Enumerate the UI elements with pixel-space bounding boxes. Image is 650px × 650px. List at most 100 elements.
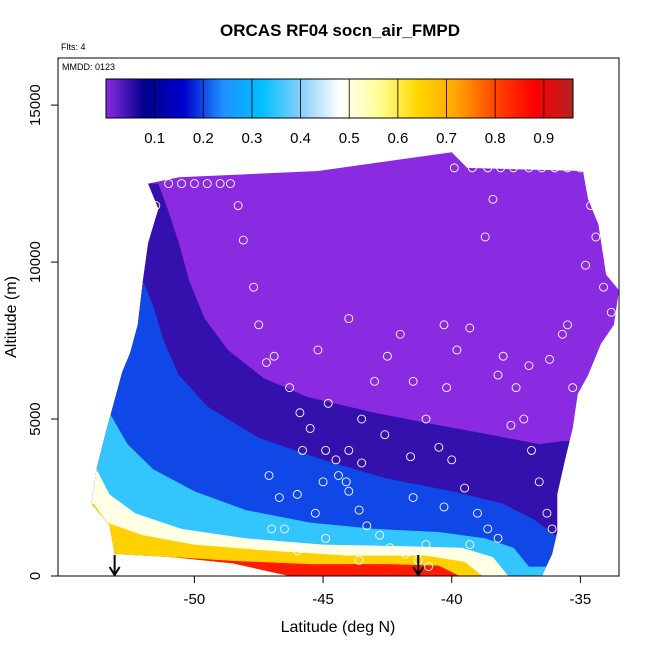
sample-point: [151, 201, 161, 211]
sample-point: [344, 314, 354, 324]
colorbar: 0.1 0.2 0.3 0.4 0.5 0.6 0.7 0.8 0.9: [105, 78, 574, 147]
sample-point: [305, 423, 315, 433]
colorbar-gradient: [105, 78, 574, 119]
sample-point: [408, 376, 418, 386]
sample-point: [439, 502, 449, 512]
sample-point: [362, 521, 372, 531]
sample-point: [233, 201, 243, 211]
colorbar-tick-label: 0.6: [387, 130, 408, 147]
sample-point: [334, 471, 343, 480]
sample-point: [557, 329, 567, 339]
colorbar-tick-label: 0.1: [144, 130, 165, 147]
sample-point: [524, 163, 534, 173]
sample-point: [310, 508, 320, 518]
sample-point: [215, 179, 225, 189]
sample-point: [189, 179, 199, 189]
y-tick-label: 15000: [27, 84, 44, 126]
sample-point: [506, 420, 516, 430]
sample-point: [547, 524, 557, 534]
sample-point: [483, 163, 493, 173]
sample-point: [519, 414, 529, 424]
marker-arrow-head: [108, 566, 121, 576]
sample-point: [575, 163, 585, 173]
sample-point: [465, 323, 475, 333]
colorbar-tick-label: 0.2: [193, 130, 214, 147]
sample-point: [467, 163, 477, 173]
sample-point: [524, 361, 534, 371]
sample-point: [285, 383, 295, 393]
sample-point: [424, 562, 434, 572]
sample-point: [298, 445, 307, 455]
y-tick-label: 5000: [27, 402, 44, 435]
sample-point: [344, 486, 354, 496]
marker-arrow-head: [412, 566, 425, 576]
sample-point: [586, 201, 596, 211]
x-axis: -50 -45 -40 -35: [184, 576, 592, 608]
sample-point: [261, 358, 271, 367]
y-axis: 0 5000 10000 15000: [27, 84, 58, 580]
sample-point: [563, 163, 572, 173]
colorbar-tick-label: 0.3: [242, 130, 263, 147]
y-tick-label: 10000: [27, 241, 44, 283]
sample-point: [550, 555, 560, 565]
sample-point: [267, 524, 277, 534]
sample-point: [321, 445, 331, 455]
sample-point: [480, 232, 490, 242]
colorbar-tick-label: 0.9: [533, 130, 554, 147]
contour-band: [91, 503, 619, 576]
sample-point: [421, 414, 431, 424]
sample-point: [537, 163, 547, 173]
sample-point: [563, 320, 572, 330]
sample-point: [452, 345, 462, 355]
sample-point: [331, 455, 341, 465]
sample-point: [400, 549, 410, 559]
sample-point: [295, 408, 305, 418]
sample-point: [357, 458, 367, 468]
sample-point: [568, 383, 578, 393]
sample-point: [599, 282, 609, 292]
sample-point: [323, 398, 333, 408]
sample-point: [280, 524, 289, 534]
launch-markers: [108, 555, 425, 576]
sample-point: [341, 477, 351, 487]
sample-point: [460, 483, 470, 493]
x-axis-label: Latitude (deg N): [281, 619, 396, 636]
sample-point: [527, 445, 536, 455]
sample-point: [385, 543, 395, 553]
colorbar-tick-label: 0.7: [436, 130, 457, 147]
colorbar-tick-label: 0.4: [290, 130, 311, 147]
sample-point: [408, 493, 418, 502]
flights-label: Flts: 4: [61, 42, 86, 52]
sample-point: [493, 533, 503, 543]
sample-point: [439, 320, 449, 330]
sample-point: [447, 455, 457, 465]
y-axis-label: Altitude (m): [3, 276, 20, 358]
sample-point: [434, 442, 444, 452]
sample-point: [321, 533, 331, 543]
sample-point: [591, 232, 601, 242]
sample-point: [292, 546, 302, 556]
y-tick-label: 0: [27, 572, 44, 580]
sample-point: [545, 354, 554, 364]
sample-point: [550, 163, 560, 173]
sample-point: [581, 260, 590, 270]
sample-point: [498, 351, 508, 361]
sample-point: [496, 163, 506, 173]
sample-point: [254, 320, 264, 330]
chart-title: ORCAS RF04 socn_air_FMPD: [220, 21, 460, 40]
sample-point: [269, 351, 279, 361]
sample-point: [344, 445, 354, 455]
sample-point: [449, 163, 459, 173]
sample-point: [493, 370, 503, 380]
sample-point: [542, 508, 552, 518]
plot-frame: [57, 57, 620, 577]
sample-point: [313, 345, 323, 355]
sample-point: [575, 423, 585, 433]
sample-point: [473, 508, 482, 518]
x-tick-label: -50: [184, 591, 206, 608]
x-tick-label: -35: [570, 591, 592, 608]
sample-point: [375, 530, 385, 540]
sample-point: [354, 505, 364, 515]
sample-point: [442, 383, 452, 393]
